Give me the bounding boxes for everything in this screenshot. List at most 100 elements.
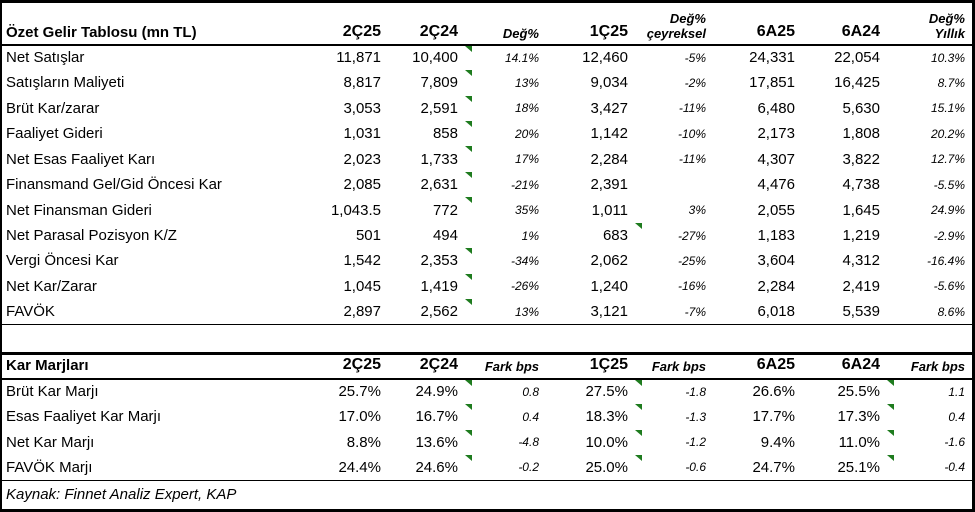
- value-cell: -11%: [678, 101, 706, 116]
- income-table-title: Özet Gelir Tablosu (mn TL): [2, 3, 293, 46]
- value-cell: -2%: [684, 75, 706, 90]
- green-triangle-icon: [465, 121, 472, 128]
- value-cell: 2,591: [420, 99, 458, 117]
- column-header: 2Ç25: [293, 353, 388, 380]
- value-cell: 2,897: [293, 299, 388, 326]
- value-cell: 10.0%: [585, 433, 628, 451]
- income-data-row: Net Esas Faaliyet Karı 2,023 1,733 17% 2,284…: [2, 146, 972, 171]
- green-triangle-icon: [465, 146, 472, 153]
- green-triangle-icon: [635, 222, 642, 229]
- row-label: Brüt Kar Marjı: [6, 383, 99, 401]
- column-header: 6A24: [802, 3, 887, 46]
- value-cell: 17.3%: [837, 408, 880, 426]
- value-cell: -16%: [677, 279, 706, 294]
- value-cell: 35%: [465, 197, 546, 222]
- green-triangle-icon: [465, 404, 472, 411]
- value-cell: -7%: [635, 299, 713, 326]
- green-triangle-icon: [465, 299, 472, 306]
- value-cell: 10.3%: [930, 50, 965, 65]
- income-data-row: Vergi Öncesi Kar 1,542 2,353 -34% 2,062 -25% 3…: [2, 248, 972, 273]
- income-data-row: Net Kar/Zarar 1,045 1,419 -26% 1,240 -16% 2,28…: [2, 273, 972, 299]
- value-cell: -10%: [677, 126, 706, 141]
- value-cell: -5.6%: [933, 279, 965, 294]
- row-label: Vergi Öncesi Kar: [6, 252, 119, 270]
- row-label: Net Kar/Zarar: [6, 277, 97, 295]
- value-cell: 2,562: [388, 299, 465, 326]
- value-cell: 2,419: [842, 277, 880, 295]
- value-cell: -11%: [678, 152, 706, 167]
- value-cell: 6,018: [713, 299, 802, 326]
- value-cell: 3,121: [546, 299, 635, 326]
- value-cell: 12,460: [582, 49, 628, 67]
- value-cell: 0.8: [465, 379, 546, 404]
- value-cell: 4,307: [757, 150, 795, 168]
- row-label: Net Satışlar: [6, 49, 85, 67]
- value-cell: 1,645: [842, 201, 880, 219]
- income-data-row: Brüt Kar/zarar 3,053 2,591 18% 3,427 -11% 6,48…: [2, 95, 972, 121]
- value-cell: 1,031: [343, 125, 381, 143]
- value-cell: -27%: [635, 222, 713, 248]
- value-cell: 4,738: [842, 176, 880, 194]
- value-cell: 858: [432, 125, 458, 143]
- column-header: Fark bps: [887, 353, 972, 380]
- column-header: 2Ç24: [388, 3, 465, 46]
- value-cell: 2,284: [590, 150, 628, 168]
- value-cell: 11,871: [336, 49, 381, 67]
- value-cell: 5,630: [842, 99, 880, 117]
- column-header: Değ% Yıllık: [887, 3, 972, 46]
- value-cell: 1,733: [420, 150, 458, 168]
- value-cell: 3,427: [590, 99, 628, 117]
- value-cell: 24.4%: [293, 454, 388, 481]
- value-cell: 12.7%: [930, 152, 965, 167]
- value-cell: 0.4: [465, 404, 546, 429]
- financial-tables: Özet Gelir Tablosu (mn TL) 2Ç25 2Ç24 Değ% 1…: [2, 3, 972, 509]
- value-cell: 27.5%: [585, 383, 628, 401]
- value-cell: 1%: [521, 228, 539, 243]
- margins-table-title: Kar Marjları: [2, 353, 293, 380]
- green-triangle-icon: [887, 454, 894, 461]
- column-header: 1Ç25: [546, 353, 635, 380]
- value-cell: -5%: [684, 50, 706, 65]
- row-label: FAVÖK Marjı: [2, 454, 293, 481]
- green-triangle-icon: [887, 379, 894, 386]
- value-cell: 1,142: [590, 125, 628, 143]
- value-cell: 24.9%: [930, 203, 965, 218]
- source-row: Kaynak: Finnet Analiz Expert, KAP: [2, 480, 972, 509]
- value-cell: -0.6: [635, 454, 713, 481]
- row-label: Net Kar Marjı: [6, 433, 95, 451]
- margins-table-body: Brüt Kar Marjı 25.7% 24.9% 0.8 27.5% -1.8 26.6…: [2, 379, 972, 481]
- value-cell: 18%: [465, 95, 546, 121]
- value-cell: 1,808: [842, 125, 880, 143]
- income-data-row: Satışların Maliyeti 8,817 7,809 13% 9,034 -2%…: [2, 70, 972, 95]
- spacer-row: [2, 324, 972, 355]
- income-data-row: Net Satışlar 11,871 10,400 14.1% 12,460 -5% 24…: [2, 45, 972, 70]
- value-cell: 14.1%: [465, 45, 546, 70]
- value-cell: 5,539: [802, 299, 887, 326]
- value-cell: 2,062: [590, 252, 628, 270]
- value-cell: 683: [602, 227, 628, 245]
- value-cell: -2.9%: [933, 228, 965, 243]
- row-label: Satışların Maliyeti: [6, 74, 125, 92]
- row-label: Faaliyet Gideri: [6, 125, 103, 143]
- green-triangle-icon: [465, 95, 472, 102]
- value-cell: 11.0%: [838, 433, 880, 451]
- value-cell: 13.6%: [415, 433, 458, 451]
- value-cell: 2,085: [343, 176, 381, 194]
- value-cell: 24.9%: [415, 383, 458, 401]
- margins-data-row: Net Kar Marjı 8.8% 13.6% -4.8 10.0% -1.2 9.4% 1…: [2, 429, 972, 455]
- value-cell: 772: [432, 201, 458, 219]
- value-cell: 25.5%: [837, 383, 880, 401]
- value-cell: 1,183: [757, 227, 795, 245]
- value-cell: 25.0%: [546, 454, 635, 481]
- value-cell: 1,542: [343, 252, 381, 270]
- value-cell: -25%: [677, 253, 706, 268]
- value-cell: [635, 172, 713, 197]
- value-cell: -4.8: [465, 429, 546, 455]
- column-header: 2Ç24: [388, 353, 465, 380]
- value-cell: 7,809: [420, 74, 458, 92]
- value-cell: -1.2: [635, 429, 713, 455]
- margins-data-row: Esas Faaliyet Kar Marjı 17.0% 16.7% 0.4 18.3…: [2, 404, 972, 429]
- value-cell: 2,353: [420, 252, 458, 270]
- green-triangle-icon: [887, 429, 894, 436]
